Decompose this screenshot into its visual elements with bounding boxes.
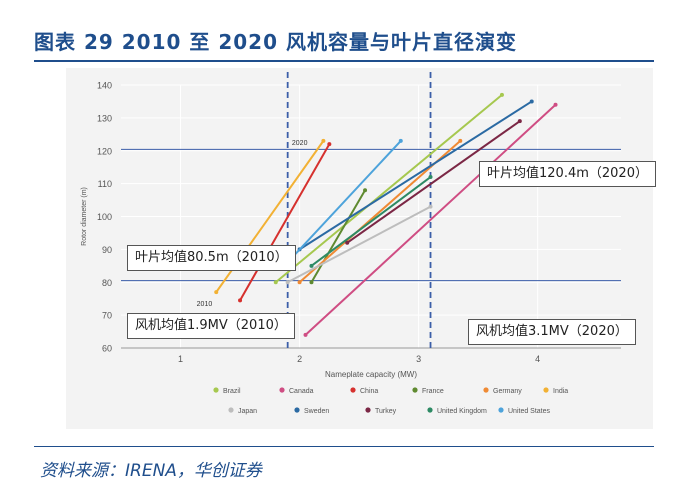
series-point-france [309,280,314,285]
legend-marker-germany [483,387,489,393]
legend-label-japan: Japan [238,408,257,415]
legend-label-united-states: United States [508,408,551,415]
annotation-label: 2020 [292,140,308,147]
callout-avg-diameter-2020: 叶片均值120.4m（2020） [479,161,656,187]
y-tick-label: 60 [102,344,112,354]
legend-marker-united-kingdom [427,407,433,413]
legend-marker-france [412,387,418,393]
series-point-united-states [398,138,403,143]
legend-label-brazil: Brazil [223,388,241,395]
legend-marker-japan [228,407,234,413]
y-tick-label: 90 [102,245,112,255]
bottom-rule [34,446,654,447]
legend-label-united-kingdom: United Kingdom [437,408,487,415]
annotation-label: 2010 [197,301,213,308]
legend-marker-china [350,387,356,393]
callout-avg-capacity-2010: 风机均值1.9MV（2010） [127,313,295,339]
series-line-china [239,143,331,302]
legend-label-france: France [422,388,444,395]
series-point-united-kingdom [428,175,433,180]
y-tick-label: 140 [97,81,112,91]
series-line-turkey [346,120,521,244]
legend-label-india: India [553,388,568,395]
series-point-india [214,290,219,295]
series-point-germany [458,138,463,143]
series-line-sweden [298,100,533,251]
x-tick-label: 2 [297,354,302,364]
series-line-united-states [292,139,402,257]
series-point-canada [553,102,558,107]
series-point-brazil [273,280,278,285]
legend-marker-brazil [213,387,219,393]
series-point-japan [285,280,290,285]
series-point-sweden [529,99,534,104]
series-point-india [321,138,326,143]
series-point-turkey [345,240,350,245]
series-point-china [327,142,332,147]
legend-label-canada: Canada [289,388,314,395]
series-point-turkey [517,119,522,124]
series-line-canada [304,103,557,336]
legend-marker-canada [279,387,285,393]
callout-avg-capacity-2020: 风机均值3.1MV（2020） [468,319,636,345]
legend-marker-turkey [365,407,371,413]
series-point-canada [303,332,308,337]
y-axis-title: Rotor diameter (m) [81,187,88,246]
legend-label-germany: Germany [493,388,522,395]
series-line-united-kingdom [310,176,432,267]
figure-title: 图表 29 2010 至 2020 风机容量与叶片直径演变 [34,30,517,54]
legend-marker-sweden [294,407,300,413]
legend-label-china: China [360,388,378,395]
y-tick-label: 120 [97,146,112,156]
y-tick-label: 100 [97,212,112,222]
legend-marker-india [543,387,549,393]
callout-avg-diameter-2010: 叶片均值80.5m（2010） [127,245,296,271]
legend-label-turkey: Turkey [375,408,397,415]
x-tick-label: 3 [416,354,421,364]
series-point-france [363,188,368,193]
legend-label-sweden: Sweden [304,408,329,415]
y-tick-label: 70 [102,311,112,321]
series-point-brazil [499,92,504,97]
chart-svg: 60 70 80 90 100 110 120 130 140 1 2 3 4 Nameplate cap… [81,72,621,415]
series-point-china [238,298,243,303]
series-point-united-kingdom [309,263,314,268]
x-tick-label: 4 [535,354,540,364]
series-line-japan [286,205,432,284]
source-line: 资料来源：IRENA，华创证券 [40,461,262,481]
x-tick-label: 1 [178,354,183,364]
series-point-germany [297,280,302,285]
series-point-japan [428,204,433,209]
title-rule [34,60,654,62]
y-tick-label: 80 [102,278,112,288]
y-tick-label: 110 [98,179,112,189]
series-line-brazil [274,93,503,284]
series-line-france [310,189,367,284]
x-axis-title: Nameplate capacity (MW) [325,370,417,379]
y-tick-label: 130 [97,113,112,123]
legend-marker-united-states [498,407,504,413]
